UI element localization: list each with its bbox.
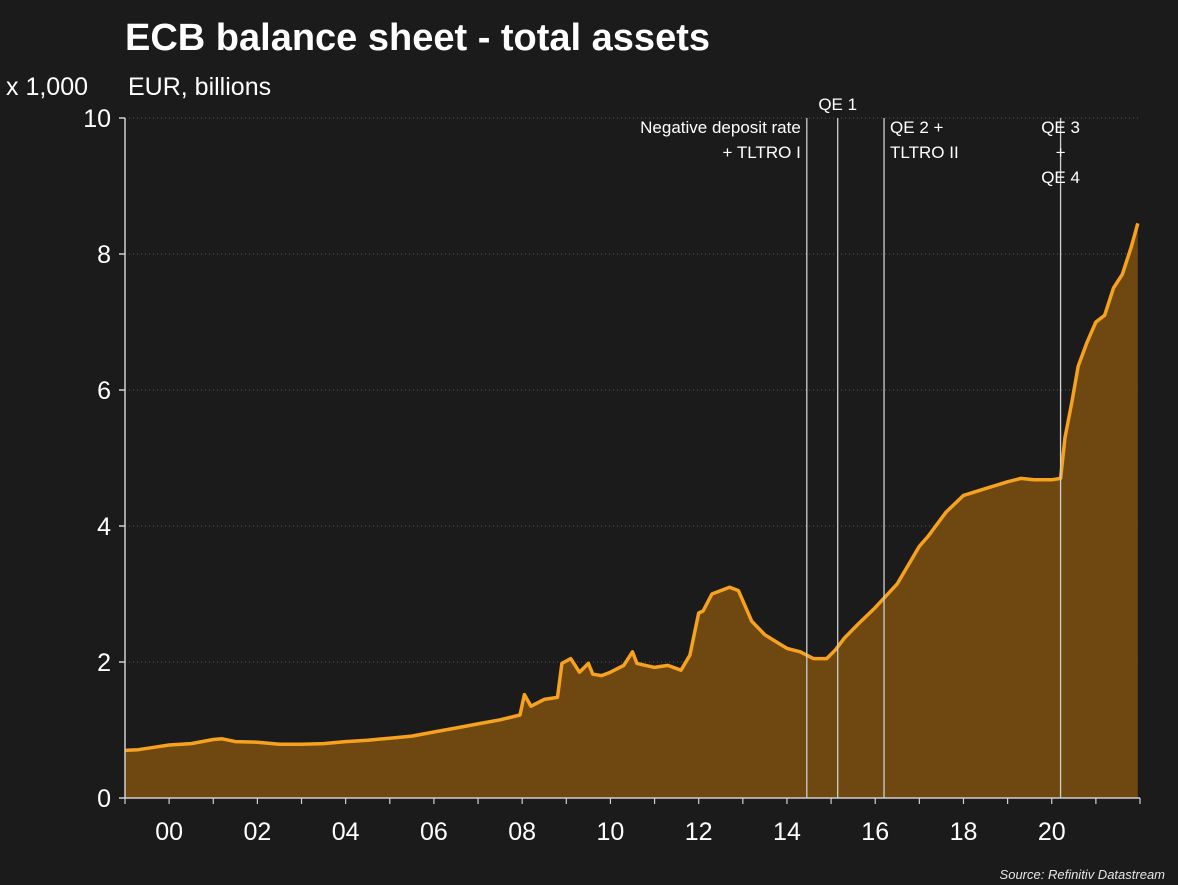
- chart-title: ECB balance sheet - total assets: [125, 17, 710, 59]
- x-tick-label: 14: [773, 818, 801, 846]
- annotations: Negative deposit rate + TLTRO I QE 1 QE 2 +…: [640, 95, 1080, 798]
- annotation-label: Negative deposit rate: [640, 118, 801, 137]
- y-tick-label: 8: [97, 241, 111, 269]
- x-tick-label: 12: [685, 818, 713, 846]
- plot-area: [124, 222, 1140, 798]
- x-tick-label: 04: [332, 818, 360, 846]
- series-area-fill: [125, 223, 1138, 798]
- y-tick-label: 10: [83, 105, 111, 133]
- annotation-label: QE 1: [818, 95, 857, 114]
- y-axis-units: EUR, billions: [128, 73, 271, 101]
- x-tick-label: 02: [243, 818, 271, 846]
- x-tick-label: 06: [420, 818, 448, 846]
- annotation-label: QE 4: [1041, 168, 1080, 187]
- annotation-label: QE 3: [1041, 118, 1080, 137]
- annotation-label: +: [1056, 143, 1066, 162]
- x-tick-label: 08: [508, 818, 536, 846]
- x-tick-label: 16: [861, 818, 889, 846]
- x-tick-label: 20: [1038, 818, 1066, 846]
- y-tick-label: 4: [97, 513, 111, 541]
- y-axis-multiplier: x 1,000: [6, 73, 88, 101]
- x-tick-label: 00: [155, 818, 183, 846]
- x-tick-label: 10: [597, 818, 625, 846]
- annotation-label: TLTRO II: [890, 143, 959, 162]
- y-tick-label: 0: [97, 785, 111, 813]
- y-tick-label: 2: [97, 649, 111, 677]
- source-note: Source: Refinitiv Datastream: [1000, 867, 1166, 882]
- series-line: [124, 222, 1140, 753]
- y-tick-label: 6: [97, 377, 111, 405]
- annotation-label: QE 2 +: [890, 118, 943, 137]
- x-tick-label: 18: [950, 818, 978, 846]
- annotation-label: + TLTRO I: [723, 143, 801, 162]
